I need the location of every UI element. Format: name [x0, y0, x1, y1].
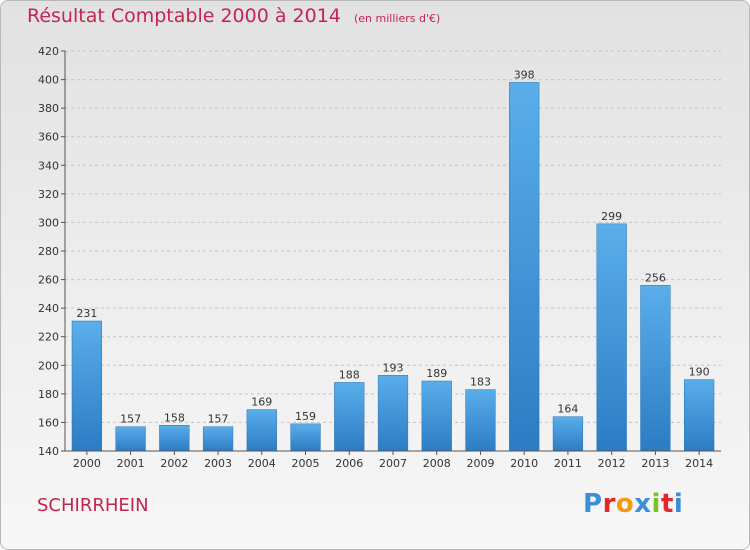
logo-letter: x — [634, 489, 652, 519]
y-tick-label: 360 — [38, 131, 59, 144]
y-tick-label: 380 — [38, 102, 59, 115]
logo-letter: o — [615, 489, 635, 519]
y-tick-label: 260 — [38, 274, 59, 287]
x-tick-label: 2007 — [379, 457, 407, 470]
bars: 231 157 158 157 169 159 188 193 189 183 398 164 299 2… — [71, 68, 715, 452]
y-tick-label: 140 — [38, 445, 59, 458]
bar-value-label: 189 — [426, 367, 447, 380]
x-tick-label: 2001 — [117, 457, 145, 470]
city-name: SCHIRRHEIN — [37, 495, 149, 516]
bar-value-label: 231 — [76, 307, 97, 320]
x-tick-label: 2011 — [554, 457, 582, 470]
x-tick-label: 2003 — [204, 457, 232, 470]
logo-letter: i — [673, 489, 684, 519]
x-tick-label: 2014 — [685, 457, 713, 470]
bar-value-label: 256 — [645, 271, 666, 284]
bar — [596, 223, 627, 452]
y-tick-label: 160 — [38, 416, 59, 429]
y-tick-label: 200 — [38, 359, 59, 372]
logo-letter: i — [651, 489, 661, 519]
bar — [684, 379, 715, 452]
logo-letter: t — [660, 489, 674, 519]
x-tick-label: 2013 — [641, 457, 669, 470]
y-tick-label: 280 — [38, 245, 59, 258]
bar-value-label: 159 — [295, 410, 316, 423]
bar-value-label: 158 — [164, 411, 185, 424]
logo-letter: r — [602, 489, 616, 519]
x-tick-label: 2004 — [248, 457, 276, 470]
bar — [246, 409, 277, 452]
bar-value-label: 157 — [208, 413, 229, 426]
proxiti-logo[interactable]: Proxiti — [583, 489, 683, 519]
bar-value-label: 190 — [689, 366, 710, 379]
logo-letter: P — [583, 489, 603, 519]
x-axis: 2000 2001 2002 2003 2004 2005 2006 2007 2008 2009… — [65, 450, 721, 470]
bar — [640, 285, 671, 452]
x-tick-label: 2010 — [510, 457, 538, 470]
bar-value-label: 157 — [120, 413, 141, 426]
y-tick-label: 180 — [38, 388, 59, 401]
x-tick-label: 2000 — [73, 457, 101, 470]
y-tick-label: 240 — [38, 302, 59, 315]
bar-value-label: 193 — [383, 361, 404, 374]
x-tick-label: 2012 — [598, 457, 626, 470]
y-tick-label: 400 — [38, 74, 59, 87]
bar — [377, 375, 409, 452]
bar — [334, 382, 365, 452]
bar-value-label: 169 — [251, 396, 272, 409]
bar-value-label: 164 — [557, 403, 578, 416]
chart-title: Résultat Comptable 2000 à 2014 (en milli… — [27, 5, 440, 27]
title-unit: (en milliers d'€) — [353, 12, 441, 25]
x-tick-label: 2009 — [466, 457, 494, 470]
x-tick-label: 2006 — [335, 457, 363, 470]
bar — [202, 426, 234, 452]
x-tick-label: 2002 — [160, 457, 188, 470]
bar-value-label: 398 — [514, 68, 535, 81]
y-tick-label: 420 — [38, 45, 59, 58]
y-tick-label: 340 — [38, 159, 59, 172]
y-tick-label: 320 — [38, 188, 59, 201]
bar — [552, 416, 584, 452]
bar-value-label: 183 — [470, 376, 491, 389]
y-tick-label: 220 — [38, 331, 59, 344]
bar — [290, 423, 321, 452]
title-main: Résultat Comptable 2000 à 2014 — [27, 5, 341, 27]
y-axis: 140 160 180 200 220 240 260 280 300 320 340 360 380 4… — [38, 45, 66, 458]
bar — [509, 82, 540, 452]
x-tick-label: 2005 — [292, 457, 320, 470]
bar — [71, 320, 102, 452]
bar-value-label: 188 — [339, 368, 360, 381]
bar — [465, 389, 496, 452]
bar — [159, 425, 190, 452]
bar — [115, 426, 146, 452]
bar-value-label: 299 — [601, 210, 622, 223]
bar — [421, 380, 452, 452]
x-tick-label: 2008 — [423, 457, 451, 470]
y-tick-label: 300 — [38, 216, 59, 229]
